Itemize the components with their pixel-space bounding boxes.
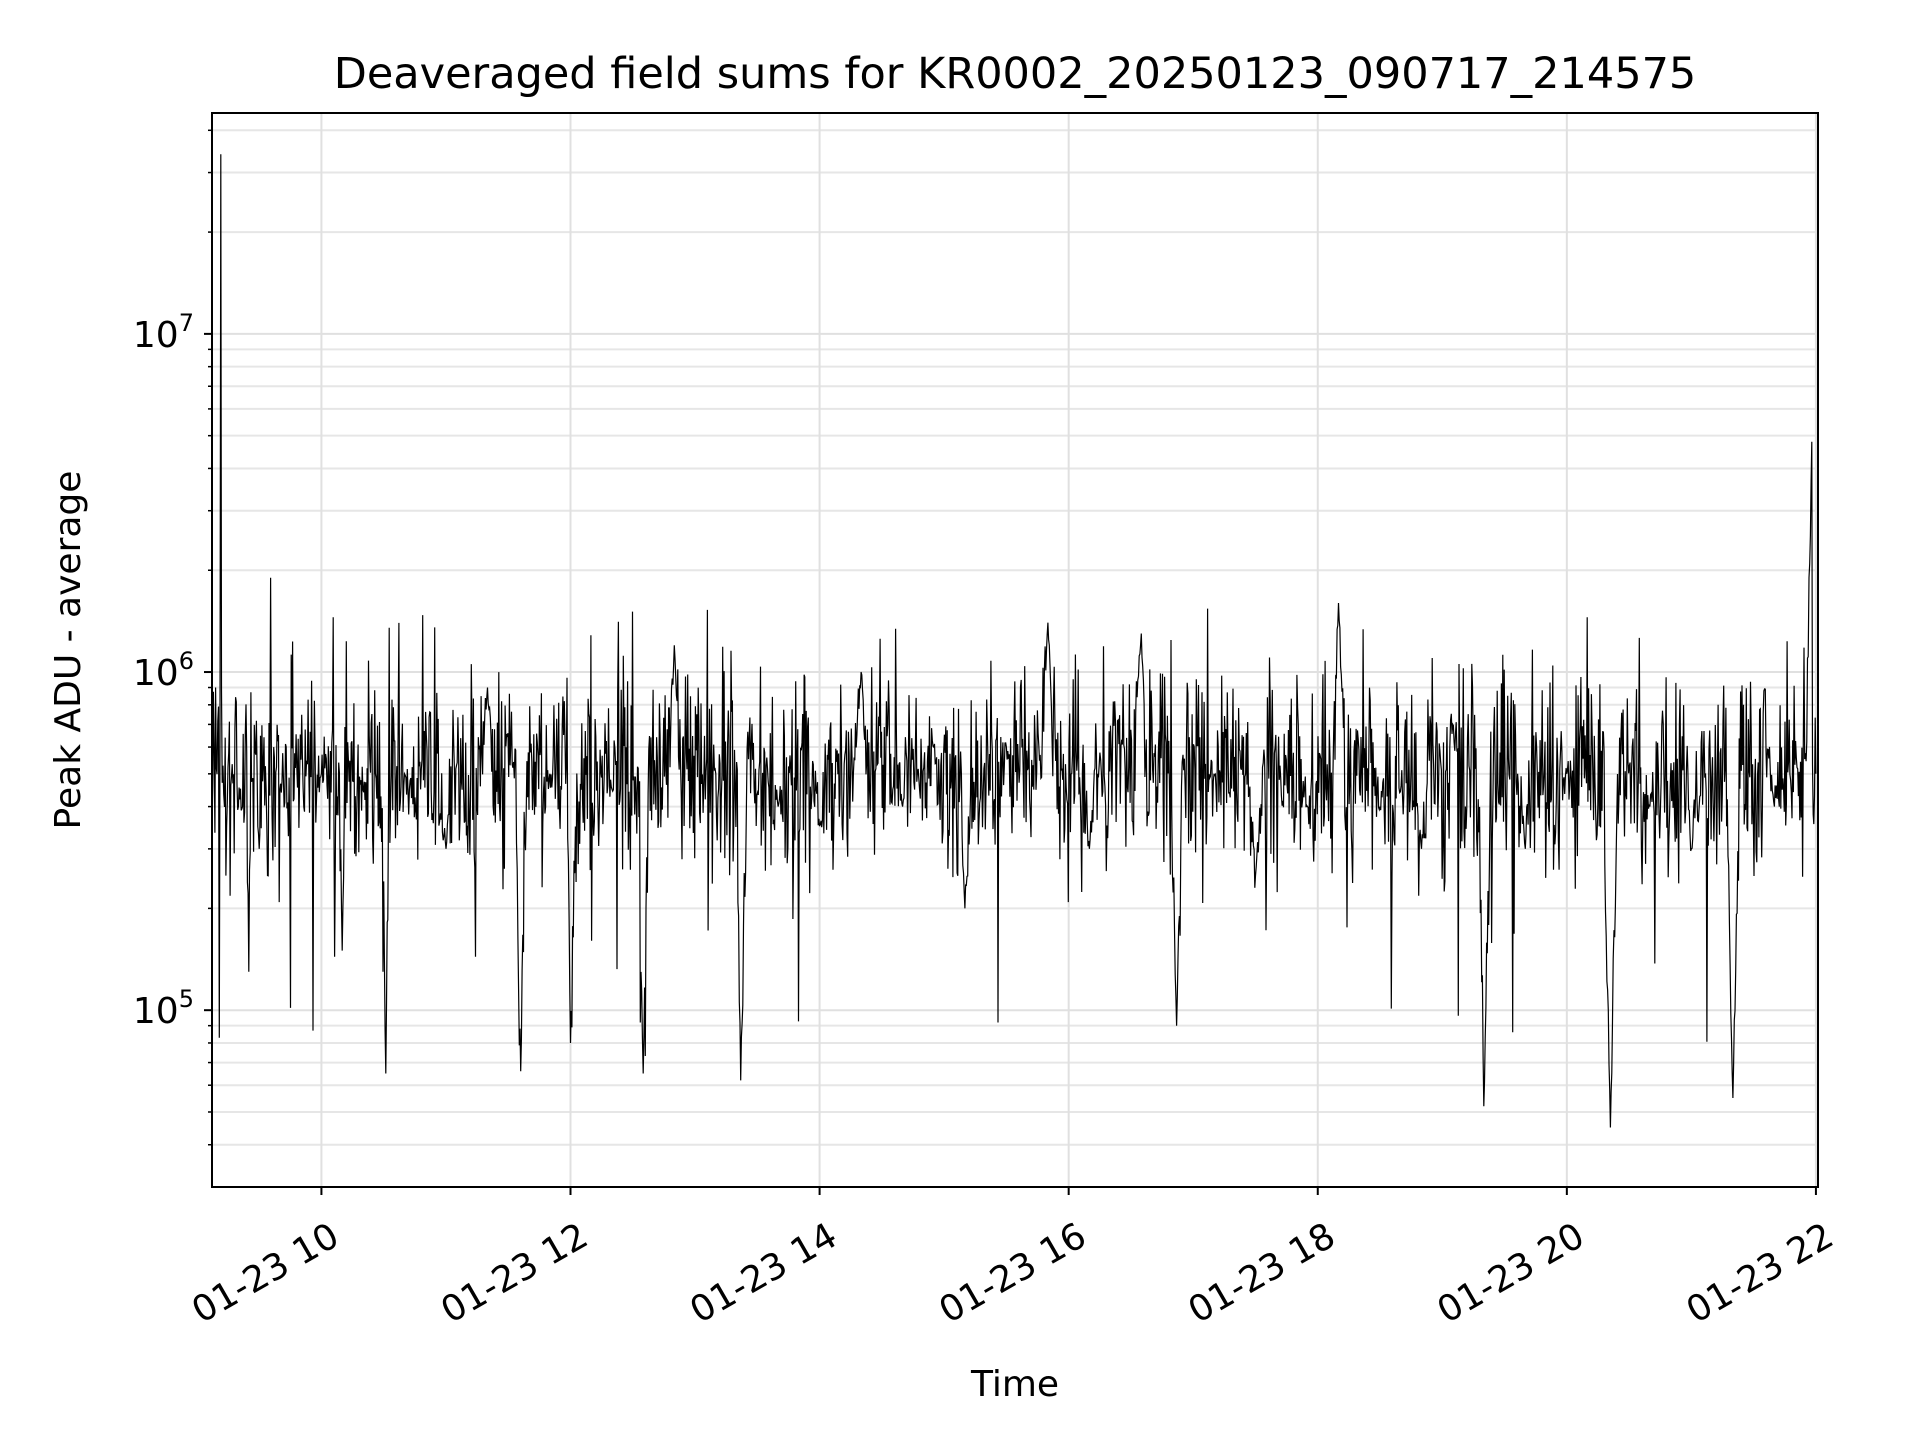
series-point xyxy=(1811,441,1812,442)
series-point xyxy=(270,577,271,578)
y-tick-label: 106 xyxy=(133,647,194,694)
series-point xyxy=(487,687,488,688)
series-point xyxy=(964,908,965,909)
y-tick-label: 105 xyxy=(133,985,194,1032)
series-point xyxy=(1691,848,1692,849)
series-point xyxy=(342,950,343,951)
plot-background xyxy=(212,113,1818,1187)
series-point xyxy=(1307,806,1308,807)
series-point xyxy=(273,747,274,748)
series-point xyxy=(1774,806,1775,807)
series-point xyxy=(819,826,820,827)
series-point xyxy=(1525,848,1526,849)
series-point xyxy=(1483,1106,1484,1107)
series-point xyxy=(1649,806,1650,807)
y-axis-label: Peak ADU - average xyxy=(48,471,89,830)
series-point xyxy=(445,848,446,849)
series-point xyxy=(1089,848,1090,849)
chart-title: Deaveraged field sums for KR0002_2025012… xyxy=(334,49,1697,99)
series-point xyxy=(385,1073,386,1074)
series-point xyxy=(674,645,675,646)
series-point xyxy=(902,806,903,807)
series-point xyxy=(612,789,613,790)
series-point xyxy=(248,971,249,972)
series-point xyxy=(643,1073,644,1074)
series-point xyxy=(1141,633,1142,634)
series-point xyxy=(740,1080,741,1081)
y-axis: 105 106 107 xyxy=(133,129,212,1146)
series-point xyxy=(1255,875,1256,876)
series-point xyxy=(279,789,280,790)
series-point xyxy=(259,848,260,849)
x-axis-label: Time xyxy=(970,1364,1059,1405)
series-point xyxy=(1213,773,1214,774)
series-point xyxy=(778,806,779,807)
series-point xyxy=(215,687,216,688)
series-point xyxy=(549,773,550,774)
series-point xyxy=(321,773,322,774)
series-point xyxy=(1338,603,1339,604)
series-point xyxy=(933,747,934,748)
series-point xyxy=(1421,848,1422,849)
series-point xyxy=(404,773,405,774)
series-point xyxy=(570,1042,571,1043)
y-tick-label: 107 xyxy=(133,309,194,356)
series-point xyxy=(520,1071,521,1072)
series-point xyxy=(267,875,268,876)
series-point xyxy=(715,773,716,774)
plot-frame xyxy=(211,112,1819,1188)
plot-area xyxy=(211,112,1819,1188)
series-point xyxy=(1006,747,1007,748)
series-point xyxy=(861,672,862,673)
series-point xyxy=(1732,1097,1733,1098)
series-point xyxy=(1815,773,1816,774)
series-line xyxy=(211,154,1817,1128)
series-point xyxy=(1380,806,1381,807)
series-point xyxy=(238,806,239,807)
series-point xyxy=(225,875,226,876)
series-layer xyxy=(211,154,1817,1128)
series-point xyxy=(220,154,221,155)
series-point xyxy=(1566,773,1567,774)
series-point xyxy=(1610,1127,1611,1128)
series-point xyxy=(362,789,363,790)
series-point xyxy=(1047,622,1048,623)
series-point xyxy=(1452,724,1453,725)
series-point xyxy=(1176,1025,1177,1026)
